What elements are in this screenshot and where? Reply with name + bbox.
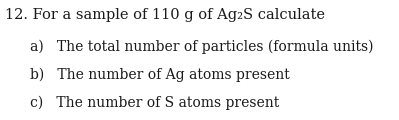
- Text: c)   The number of S atoms present: c) The number of S atoms present: [30, 96, 279, 110]
- Text: a)   The total number of particles (formula units): a) The total number of particles (formul…: [30, 40, 373, 54]
- Text: 12. For a sample of 110 g of Ag₂S calculate: 12. For a sample of 110 g of Ag₂S calcul…: [5, 8, 325, 22]
- Text: b)   The number of Ag atoms present: b) The number of Ag atoms present: [30, 68, 290, 82]
